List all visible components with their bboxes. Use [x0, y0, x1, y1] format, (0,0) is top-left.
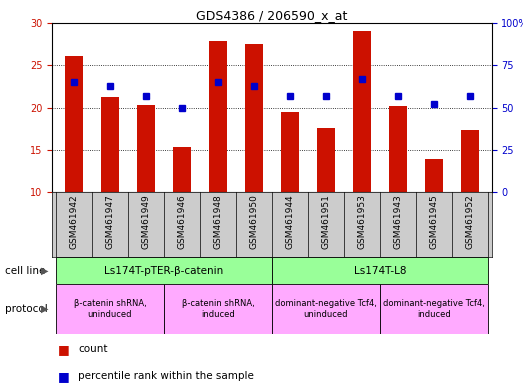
Text: ■: ■ [58, 370, 69, 383]
Text: GSM461950: GSM461950 [249, 194, 258, 249]
Bar [317, 128, 335, 192]
Text: β-catenin shRNA,
uninduced: β-catenin shRNA, uninduced [74, 300, 146, 319]
Text: cell line: cell line [5, 266, 46, 276]
Bar [461, 130, 479, 192]
Text: β-catenin shRNA,
induced: β-catenin shRNA, induced [181, 300, 254, 319]
Bar [101, 98, 119, 192]
Bar [281, 112, 299, 192]
Text: Ls174T-L8: Ls174T-L8 [354, 266, 406, 276]
Text: ▶: ▶ [41, 266, 48, 276]
Text: GSM461944: GSM461944 [286, 194, 294, 248]
Title: GDS4386 / 206590_x_at: GDS4386 / 206590_x_at [196, 9, 348, 22]
Text: Ls174T-pTER-β-catenin: Ls174T-pTER-β-catenin [104, 266, 223, 276]
Text: ■: ■ [58, 343, 69, 356]
Bar [272, 284, 380, 334]
Bar [209, 41, 227, 192]
Text: ▶: ▶ [41, 304, 48, 314]
Text: GSM461952: GSM461952 [465, 194, 474, 249]
Text: dominant-negative Tcf4,
induced: dominant-negative Tcf4, induced [383, 300, 485, 319]
Bar [173, 147, 191, 192]
Bar [137, 105, 155, 192]
Bar [164, 284, 272, 334]
Text: GSM461942: GSM461942 [70, 194, 78, 248]
Text: dominant-negative Tcf4,
uninduced: dominant-negative Tcf4, uninduced [275, 300, 377, 319]
Bar [56, 257, 272, 284]
Bar [272, 257, 488, 284]
Text: GSM461945: GSM461945 [429, 194, 438, 249]
Bar [353, 31, 371, 192]
Text: count: count [78, 344, 108, 354]
Text: GSM461943: GSM461943 [393, 194, 403, 249]
Text: GSM461946: GSM461946 [177, 194, 186, 249]
Text: protocol: protocol [5, 304, 48, 314]
Text: percentile rank within the sample: percentile rank within the sample [78, 371, 254, 381]
Text: GSM461948: GSM461948 [213, 194, 222, 249]
Bar [56, 284, 164, 334]
Text: GSM461947: GSM461947 [106, 194, 115, 249]
Bar [425, 159, 443, 192]
Bar [245, 44, 263, 192]
Bar [389, 106, 407, 192]
Bar [65, 56, 83, 192]
Text: GSM461949: GSM461949 [141, 194, 151, 249]
Bar [380, 284, 488, 334]
Text: GSM461951: GSM461951 [322, 194, 331, 249]
Text: GSM461953: GSM461953 [358, 194, 367, 249]
